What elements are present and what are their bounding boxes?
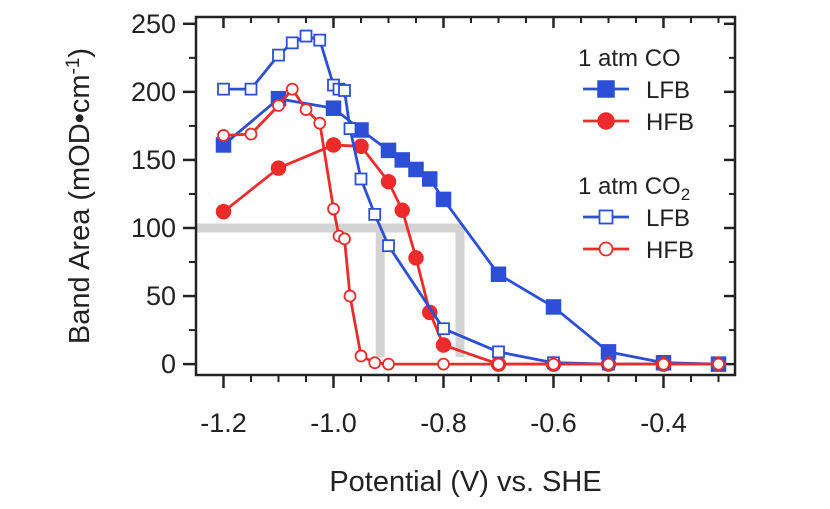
- legend-label: LFB: [646, 205, 690, 232]
- data-point: [422, 304, 438, 321]
- data-point: [408, 250, 424, 266]
- y-tick-label: 50: [146, 281, 176, 311]
- data-point: [408, 161, 424, 178]
- legend-marker: [598, 241, 614, 257]
- x-tick-label: -0.6: [530, 408, 577, 438]
- data-point: [435, 337, 452, 353]
- data-point: [435, 191, 452, 208]
- data-point: [285, 82, 299, 96]
- data-point: [338, 232, 351, 246]
- data-point: [354, 172, 368, 186]
- legend-label: HFB: [646, 237, 694, 264]
- x-tick-label: -1.0: [310, 408, 357, 438]
- data-point: [394, 152, 410, 168]
- data-point: [380, 142, 397, 159]
- y-tick-label: 250: [131, 9, 176, 39]
- data-point: [547, 357, 560, 371]
- legend-marker: [598, 209, 614, 225]
- legend-group-title-sub: 2: [681, 185, 690, 204]
- data-point: [338, 84, 351, 97]
- data-point: [215, 203, 232, 220]
- y-axis-title-main: Band Area (mOD•cm: [64, 74, 96, 344]
- y-tick-label: 100: [131, 213, 176, 243]
- data-point: [343, 289, 357, 303]
- data-point: [299, 103, 313, 116]
- data-point: [313, 116, 327, 130]
- legend-marker: [597, 80, 615, 98]
- series-line: [223, 34, 719, 366]
- data-point: [325, 100, 342, 116]
- data-point: [217, 82, 230, 96]
- data-point: [325, 137, 342, 153]
- reference-guides: [196, 223, 465, 357]
- x-tick-label: -1.2: [200, 408, 247, 438]
- y-axis-title-sup: -1: [63, 58, 84, 75]
- data-point: [382, 357, 395, 371]
- data-point: [244, 82, 258, 96]
- plot-frame: [194, 15, 737, 377]
- data-point: [712, 357, 725, 371]
- data-point: [380, 173, 397, 190]
- legend-group-title-main: 1 atm CO: [578, 173, 681, 200]
- data-point: [422, 171, 438, 187]
- data-point: [285, 36, 299, 50]
- data-point: [492, 345, 505, 359]
- data-point: [657, 357, 670, 371]
- y-axis-title: Band Area (mOD•cm-1): [63, 48, 97, 344]
- x-tick-label: -0.8: [420, 408, 467, 438]
- data-point: [437, 322, 450, 336]
- y-tick-label: 150: [131, 145, 176, 175]
- data-point: [602, 357, 615, 371]
- data-point: [272, 48, 285, 62]
- x-tick-label: -0.4: [640, 408, 687, 438]
- data-point: [272, 99, 285, 112]
- data-point: [382, 239, 395, 253]
- data-point: [299, 29, 313, 43]
- y-axis-title-close: ): [64, 48, 96, 58]
- series-layer: [215, 29, 727, 372]
- data-point: [492, 357, 505, 371]
- series-hfb-co2: [217, 82, 725, 371]
- data-point: [313, 33, 327, 47]
- data-point: [394, 202, 410, 219]
- data-point: [490, 266, 507, 283]
- data-point: [270, 160, 287, 176]
- data-point: [368, 356, 382, 370]
- data-point: [244, 127, 258, 141]
- y-tick-label: 0: [161, 349, 176, 379]
- legend-group-title: 1 atm CO: [578, 45, 681, 72]
- legend-marker: [597, 112, 615, 130]
- legend-label: LFB: [646, 77, 690, 104]
- data-point: [217, 129, 230, 142]
- data-point: [437, 357, 450, 371]
- tick-labels: -1.2 -1.0 -0.8 -0.6 -0.4 0 50 100 150 200 250: [131, 9, 687, 438]
- data-point: [343, 122, 357, 136]
- legend-label: HFB: [646, 109, 694, 136]
- data-point: [327, 202, 340, 216]
- data-point: [368, 207, 382, 221]
- y-tick-label: 200: [131, 77, 176, 107]
- x-axis-title: Potential (V) vs. SHE: [329, 466, 601, 498]
- data-point: [354, 349, 368, 363]
- axis-ticks: [183, 17, 735, 388]
- legend-group-title-main: 1 atm CO: [578, 45, 681, 72]
- legend-group-title: 1 atm CO2: [578, 173, 690, 204]
- data-point: [545, 299, 562, 315]
